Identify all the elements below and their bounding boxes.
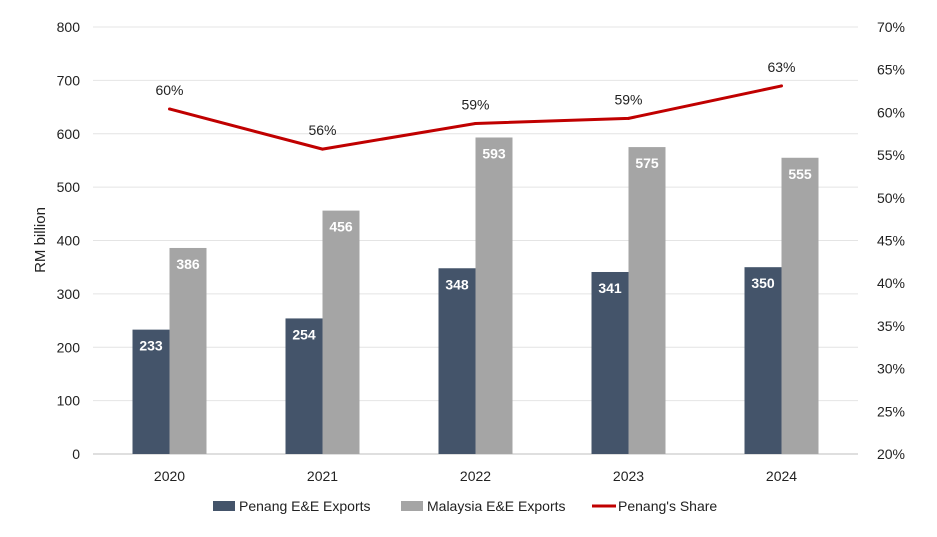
bar-penang xyxy=(744,267,782,454)
y-tick-label: 400 xyxy=(57,233,81,249)
share-value-label: 63% xyxy=(767,59,795,75)
x-tick-label: 2024 xyxy=(766,468,797,484)
bar-value-label: 254 xyxy=(292,326,316,342)
y-tick-label: 100 xyxy=(57,393,81,409)
bar-malaysia xyxy=(169,247,207,454)
y-tick-label: 600 xyxy=(57,126,81,142)
legend: Penang E&E Exports Malaysia E&E Exports Pe… xyxy=(213,498,717,514)
y-axis-right: 20% 25% 30% 35% 40% 45% 50% 55% 60% 65% 70% xyxy=(877,19,905,462)
y-tick-label: 300 xyxy=(57,286,81,302)
share-line: 60% 56% 59% 59% 63% xyxy=(155,59,796,151)
y2-tick-label: 55% xyxy=(877,147,905,163)
y2-tick-label: 50% xyxy=(877,190,905,206)
bar-value-label: 233 xyxy=(139,338,163,354)
share-point xyxy=(627,116,630,120)
y2-tick-label: 25% xyxy=(877,403,905,419)
share-point xyxy=(321,147,324,151)
bar-penang xyxy=(132,329,170,454)
bar-value-label: 348 xyxy=(445,276,469,292)
x-axis: 2020 2021 2022 2023 2024 xyxy=(154,468,797,484)
share-point xyxy=(168,107,171,111)
legend-label: Malaysia E&E Exports xyxy=(427,498,566,514)
y-tick-label: 0 xyxy=(72,446,80,462)
y-axis-left: 0 100 200 300 400 500 600 700 800 xyxy=(57,19,81,462)
x-tick-label: 2023 xyxy=(613,468,644,484)
bar-value-label: 341 xyxy=(598,280,622,296)
y-tick-label: 200 xyxy=(57,339,81,355)
bar-value-label: 386 xyxy=(176,256,200,272)
y-axis-title: RM billion xyxy=(32,207,49,273)
share-value-label: 59% xyxy=(461,97,489,113)
bar-value-label: 456 xyxy=(329,219,353,235)
x-tick-label: 2021 xyxy=(307,468,338,484)
legend-label: Penang E&E Exports xyxy=(239,498,371,514)
legend-swatch xyxy=(401,501,423,511)
y2-tick-label: 30% xyxy=(877,361,905,377)
y-tick-label: 700 xyxy=(57,72,81,88)
y2-tick-label: 40% xyxy=(877,275,905,291)
bar-value-label: 555 xyxy=(788,166,812,182)
y2-tick-label: 35% xyxy=(877,318,905,334)
bar-penang xyxy=(591,271,629,454)
share-point xyxy=(780,84,783,88)
share-value-label: 59% xyxy=(614,91,642,107)
bar-value-label: 350 xyxy=(751,275,775,291)
share-point xyxy=(474,122,477,126)
bar-value-label: 593 xyxy=(482,145,506,161)
bar-penang xyxy=(285,318,323,454)
bar-value-label: 575 xyxy=(635,155,659,171)
share-value-label: 56% xyxy=(308,122,336,138)
y2-tick-label: 65% xyxy=(877,62,905,78)
x-tick-label: 2022 xyxy=(460,468,491,484)
bar-penang xyxy=(438,268,476,454)
y2-tick-label: 60% xyxy=(877,104,905,120)
bar-malaysia xyxy=(781,157,819,455)
share-value-label: 60% xyxy=(155,82,183,98)
y-tick-label: 500 xyxy=(57,179,81,195)
x-tick-label: 2020 xyxy=(154,468,185,484)
y2-tick-label: 45% xyxy=(877,233,905,249)
bars: 233 386 254 456 348 593 341 575 350 555 xyxy=(132,137,819,455)
bar-malaysia xyxy=(628,147,666,454)
legend-label: Penang's Share xyxy=(618,498,717,514)
y-tick-label: 800 xyxy=(57,19,81,35)
legend-swatch xyxy=(213,501,235,511)
bar-malaysia xyxy=(322,210,360,454)
bar-malaysia xyxy=(475,137,513,454)
y2-tick-label: 20% xyxy=(877,446,905,462)
y2-tick-label: 70% xyxy=(877,19,905,35)
